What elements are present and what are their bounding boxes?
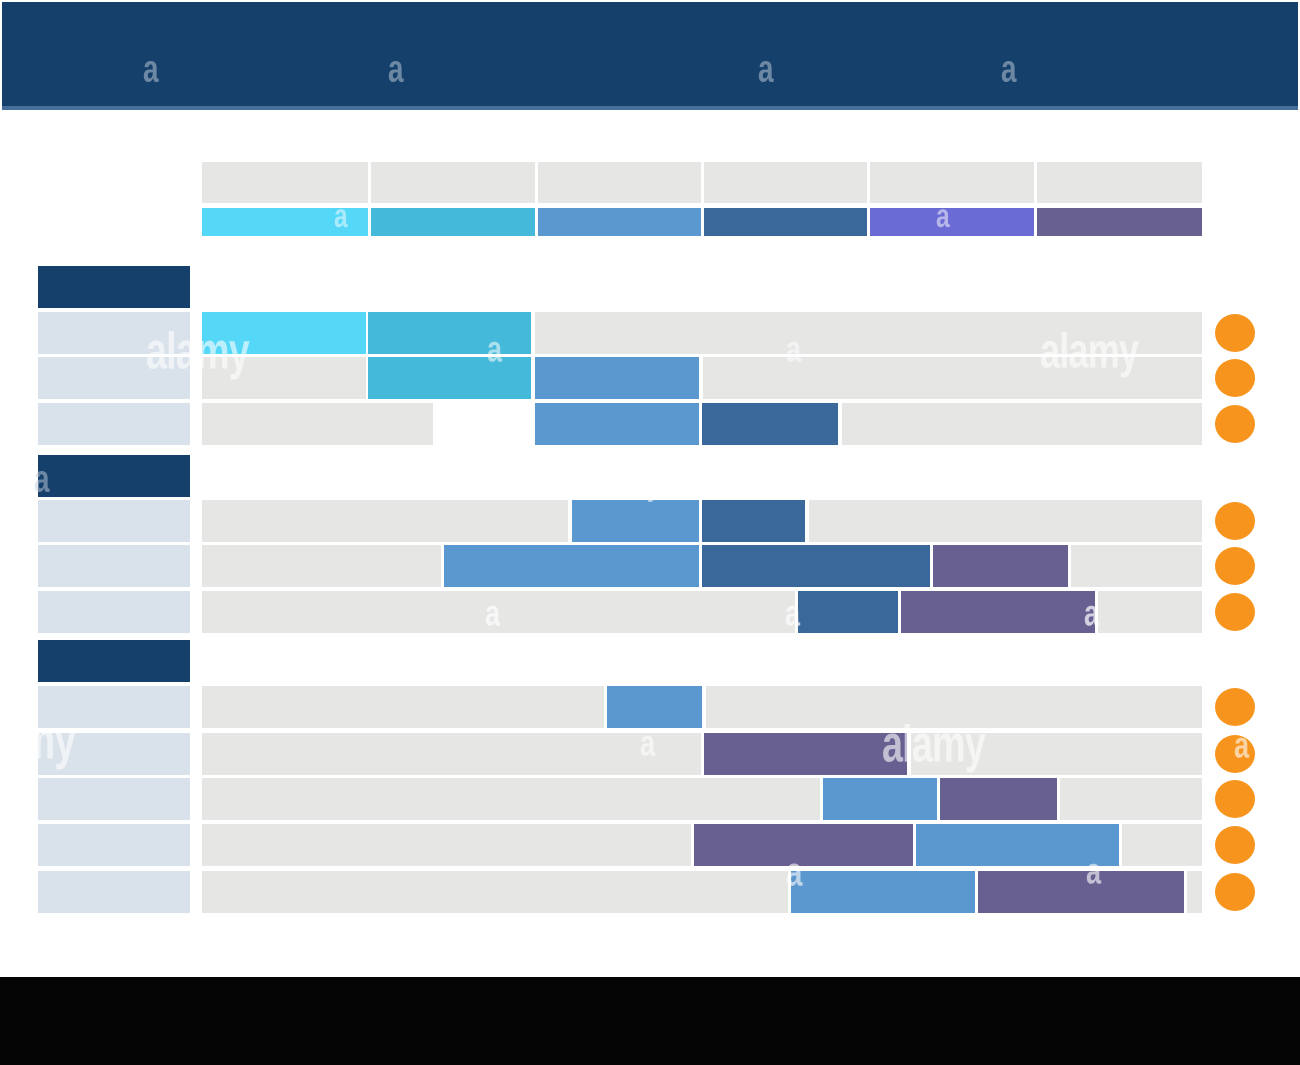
- section-1-header: [38, 266, 190, 308]
- period-6-label-cell: [1037, 162, 1202, 203]
- task-10-track-segment: [1122, 824, 1202, 866]
- task-2-track-segment: [202, 357, 366, 399]
- watermark-text: alamy: [594, 465, 660, 503]
- task-11-milestone-dot: [1215, 873, 1255, 911]
- task-1-bar-teal: [368, 312, 531, 354]
- task-11-track-segment: [1187, 871, 1202, 913]
- task-7-track-segment: [706, 686, 1202, 728]
- task-4-label: [38, 500, 190, 542]
- task-11-track-segment: [202, 871, 788, 913]
- task-8-track-segment: [911, 733, 1202, 775]
- task-2-milestone-dot: [1215, 359, 1255, 397]
- footer-bar: alamy Image ID: 2RCJ6CH www.alamy.com: [0, 977, 1300, 1065]
- task-9-label: [38, 778, 190, 820]
- task-10-label: [38, 824, 190, 866]
- task-10-track-segment: [202, 824, 691, 866]
- task-4-track-segment: [809, 500, 1202, 542]
- task-1-milestone-dot: [1215, 314, 1255, 352]
- task-3-label: [38, 403, 190, 445]
- task-7-milestone-dot: [1215, 688, 1255, 726]
- task-2-label: [38, 357, 190, 399]
- task-9-bar-blue: [823, 778, 937, 820]
- task-7-label: [38, 686, 190, 728]
- task-8-milestone-dot: [1215, 735, 1255, 773]
- task-2-bar-teal: [368, 357, 531, 399]
- task-6-bar-steel: [798, 591, 898, 633]
- task-7-track-segment: [202, 686, 604, 728]
- title-bar: [2, 2, 1298, 110]
- period-2-color-cell: [371, 208, 535, 236]
- task-6-track-segment: [1098, 591, 1202, 633]
- task-4-bar-blue: [572, 500, 699, 542]
- period-3-color-cell: [538, 208, 701, 236]
- task-4-bar-steel: [702, 500, 805, 542]
- task-6-milestone-dot: [1215, 593, 1255, 631]
- task-3-milestone-dot: [1215, 405, 1255, 443]
- period-4-label-cell: [704, 162, 867, 203]
- task-6-track-segment: [202, 591, 795, 633]
- task-3-bar-steel: [702, 403, 838, 445]
- task-5-track-segment: [1071, 545, 1202, 587]
- task-11-label: [38, 871, 190, 913]
- task-1-track-segment: [535, 312, 1202, 354]
- period-1-label-cell: [202, 162, 368, 203]
- task-5-bar-plum: [933, 545, 1068, 587]
- task-6-bar-plum: [901, 591, 1095, 633]
- task-10-milestone-dot: [1215, 826, 1255, 864]
- task-5-bar-steel: [702, 545, 930, 587]
- period-5-label-cell: [870, 162, 1034, 203]
- task-5-label: [38, 545, 190, 587]
- task-2-track-segment: [703, 357, 1202, 399]
- section-3-header: [38, 640, 190, 682]
- task-2-bar-blue: [535, 357, 699, 399]
- period-1-color-cell: [202, 208, 368, 236]
- task-3-bar-blue: [535, 403, 699, 445]
- task-10-bar-plum: [694, 824, 913, 866]
- task-4-track-segment: [202, 500, 568, 542]
- task-11-bar-blue: [791, 871, 975, 913]
- task-1-bar-cyan: [202, 312, 366, 354]
- task-4-milestone-dot: [1215, 502, 1255, 540]
- task-9-track-segment: [1060, 778, 1202, 820]
- task-3-track-segment: [842, 403, 1202, 445]
- task-9-bar-plum: [940, 778, 1057, 820]
- task-10-bar-blue: [916, 824, 1119, 866]
- task-6-label: [38, 591, 190, 633]
- task-8-bar-plum: [704, 733, 907, 775]
- task-8-track-segment: [202, 733, 701, 775]
- task-5-bar-blue: [444, 545, 699, 587]
- period-6-color-cell: [1037, 208, 1202, 236]
- task-3-track-segment: [202, 403, 433, 445]
- task-11-bar-plum: [978, 871, 1184, 913]
- task-5-track-segment: [202, 545, 441, 587]
- task-9-track-segment: [202, 778, 820, 820]
- task-5-milestone-dot: [1215, 547, 1255, 585]
- period-2-label-cell: [371, 162, 535, 203]
- period-3-label-cell: [538, 162, 701, 203]
- task-7-bar-blue: [607, 686, 702, 728]
- period-4-color-cell: [704, 208, 867, 236]
- task-8-label: [38, 733, 190, 775]
- task-1-label: [38, 312, 190, 354]
- period-5-color-cell: [870, 208, 1034, 236]
- task-9-milestone-dot: [1215, 780, 1255, 818]
- section-2-header: [38, 455, 190, 497]
